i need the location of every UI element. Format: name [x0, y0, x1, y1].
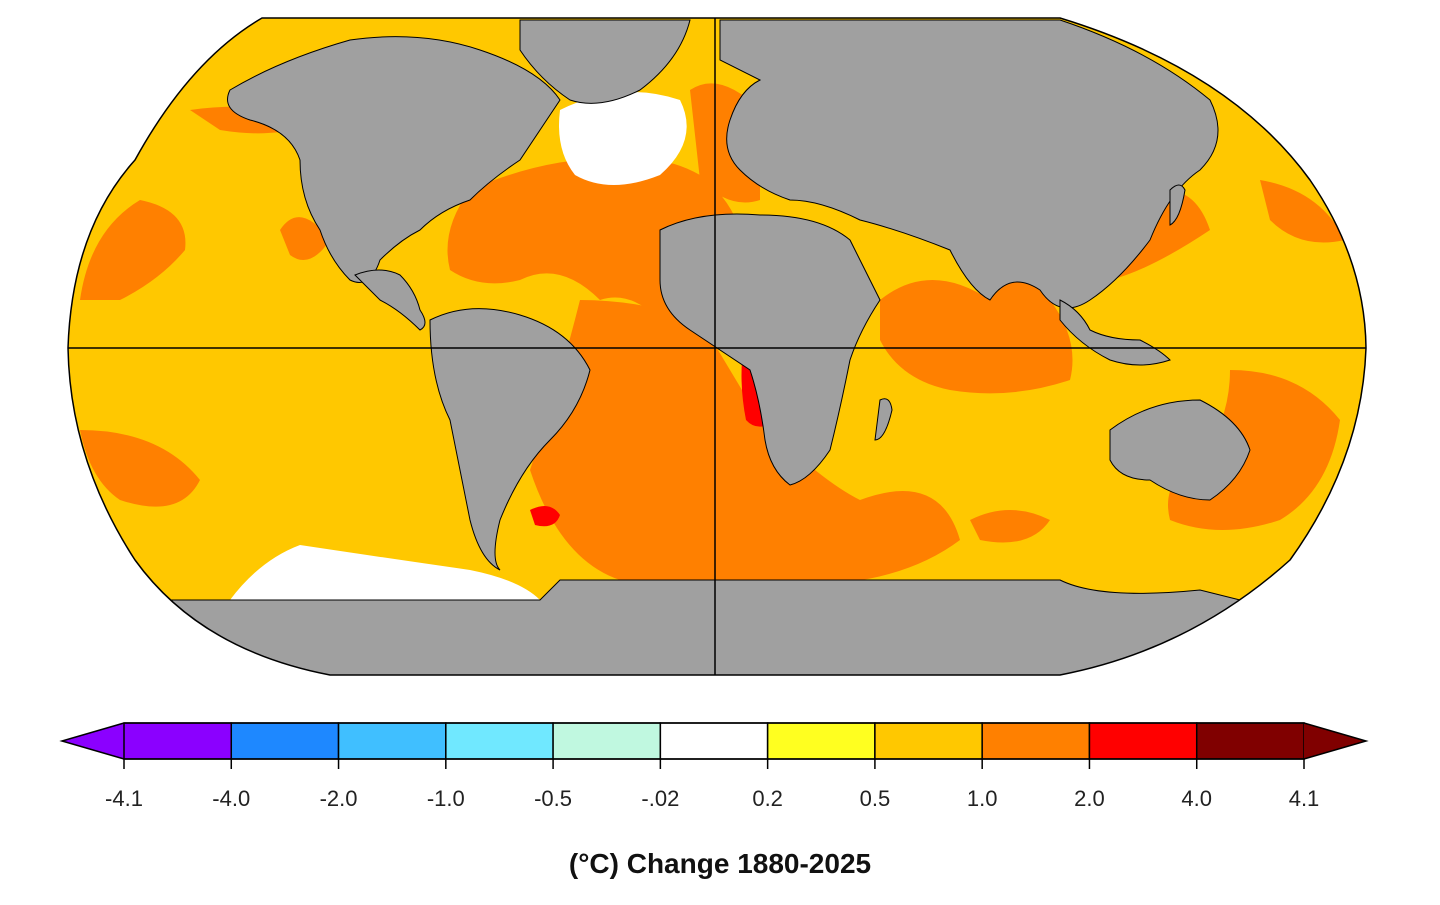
antarctica: [68, 579, 1366, 675]
world-temperature-map: [67, 17, 1367, 676]
legend-color-box: [445, 722, 554, 760]
legend-tick-label: -4.0: [212, 786, 251, 811]
legend-boxes: [123, 722, 1305, 760]
legend-outline: [59, 722, 1369, 760]
south-atlantic-anomaly: [80, 300, 960, 585]
north-america: [227, 36, 561, 283]
legend-tick-label: -0.5: [534, 786, 573, 811]
legend-tick-label: 0.2: [752, 786, 783, 811]
legend-tick-label: 4.1: [1288, 786, 1320, 811]
japan: [1169, 184, 1186, 226]
eurasia: [719, 19, 1219, 309]
legend-tick-label: 1.0: [966, 786, 998, 811]
color-legend: [59, 722, 1369, 769]
south-america: [429, 308, 591, 571]
legend-tick-label: -.02: [641, 786, 680, 811]
legend-arrow-low: [62, 723, 124, 759]
globe-outline: [67, 17, 1367, 676]
central-america: [354, 269, 426, 331]
legend-color-box: [552, 722, 662, 760]
madagascar: [874, 398, 893, 441]
legend-arrow-high: [1304, 723, 1366, 759]
legend-color-box: [874, 722, 983, 760]
legend-tick-label: 0.5: [859, 786, 891, 811]
legend-color-box: [766, 722, 876, 760]
greenland: [519, 19, 691, 104]
australia: [1109, 399, 1251, 501]
legend-color-box: [123, 722, 233, 760]
legend-tick-label: 2.0: [1074, 786, 1105, 811]
southern-ocean-cool-band: [230, 545, 540, 610]
legend-tick-marks: [123, 759, 1305, 769]
north-atlantic-cold-spot: [559, 92, 687, 185]
legend-color-box: [230, 722, 340, 760]
legend-tick-label: 4.0: [1181, 786, 1213, 811]
south-atlantic-hotspot: [530, 506, 560, 527]
indian-ocean-anomaly: [880, 280, 1073, 543]
legend-color-box: [1195, 722, 1305, 760]
legend-tick-label: -2.0: [319, 786, 358, 811]
legend-tick-label: -1.0: [426, 786, 465, 811]
legend-color-box: [659, 722, 769, 760]
legend-color-box: [1088, 722, 1198, 760]
legend-tick-label: -4.1: [105, 786, 143, 811]
legend-color-box: [981, 722, 1091, 760]
legend-caption: (°C) Change 1880-2025: [568, 848, 872, 879]
legend-color-box: [337, 722, 447, 760]
